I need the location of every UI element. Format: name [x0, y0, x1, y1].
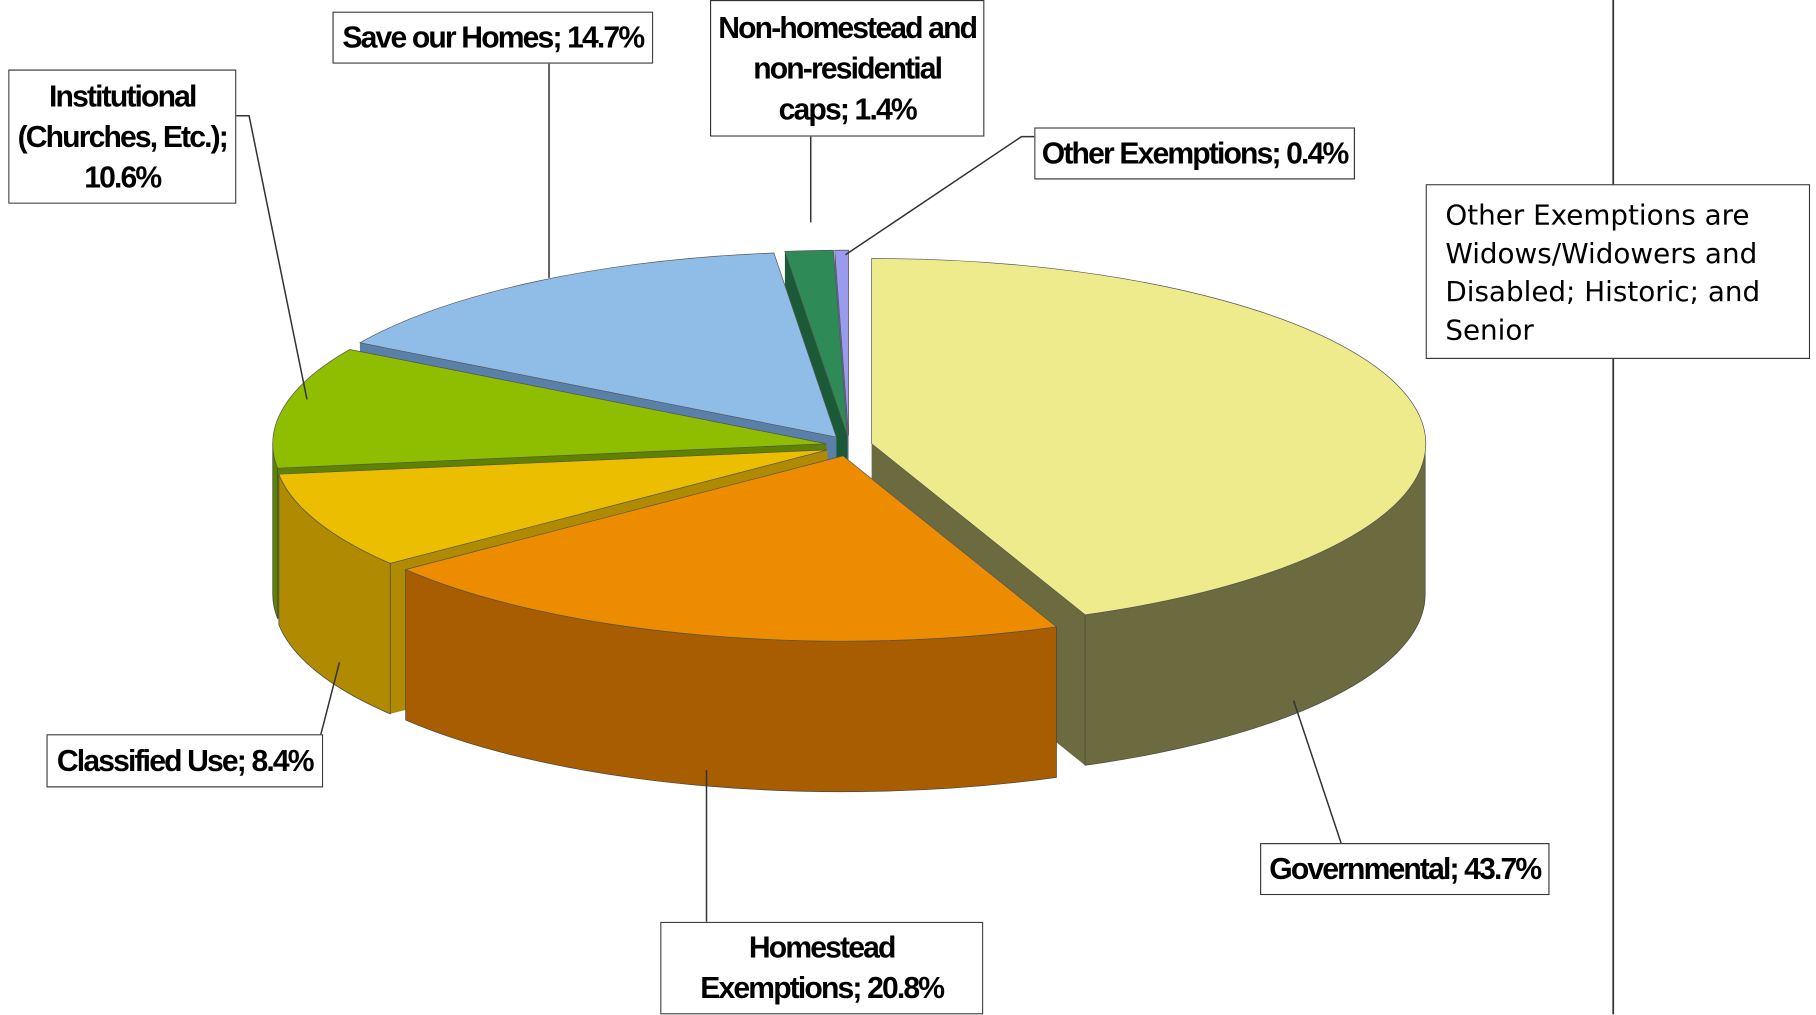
- leader-line: [1292, 700, 1342, 844]
- slice-label: Institutional (Churches, Etc.); 10.6%: [8, 69, 237, 204]
- slice: [871, 258, 1427, 616]
- label-box: Institutional (Churches, Etc.); 10.6%: [8, 69, 237, 204]
- leader-line: [845, 135, 1035, 256]
- pie: [272, 249, 1427, 793]
- slice: [784, 249, 848, 436]
- leader-line: [236, 115, 308, 400]
- label-box: Save our Homes; 14.7%: [332, 11, 654, 64]
- label-box: Other Exemptions; 0.4%: [1034, 127, 1355, 180]
- slice-label: Other Exemptions; 0.4%: [1034, 127, 1355, 180]
- slice-label: Non-homestead and non-residential caps; …: [709, 0, 985, 137]
- label-box: Classified Use; 8.4%: [46, 734, 324, 788]
- leader-line: [320, 662, 341, 735]
- slice-side: [272, 443, 278, 619]
- slice: [834, 249, 849, 436]
- slice-label: Save our Homes; 14.7%: [332, 11, 654, 64]
- slice-label: Governmental; 43.7%: [1260, 843, 1550, 896]
- slice: [404, 455, 1058, 642]
- slice-label: Classified Use; 8.4%: [46, 734, 324, 788]
- label-box: Non-homestead and non-residential caps; …: [709, 0, 985, 137]
- label-box: Governmental; 43.7%: [1260, 843, 1550, 896]
- label-box: Homestead Exemptions; 20.8%: [660, 921, 984, 1015]
- slice: [358, 252, 837, 438]
- slice: [272, 349, 827, 469]
- slice-label: Homestead Exemptions; 20.8%: [660, 921, 984, 1015]
- slice: [278, 449, 828, 564]
- note: Other Exemptions are Widows/Widowers and…: [1425, 184, 1811, 359]
- note-box: Other Exemptions are Widows/Widowers and…: [1425, 184, 1811, 359]
